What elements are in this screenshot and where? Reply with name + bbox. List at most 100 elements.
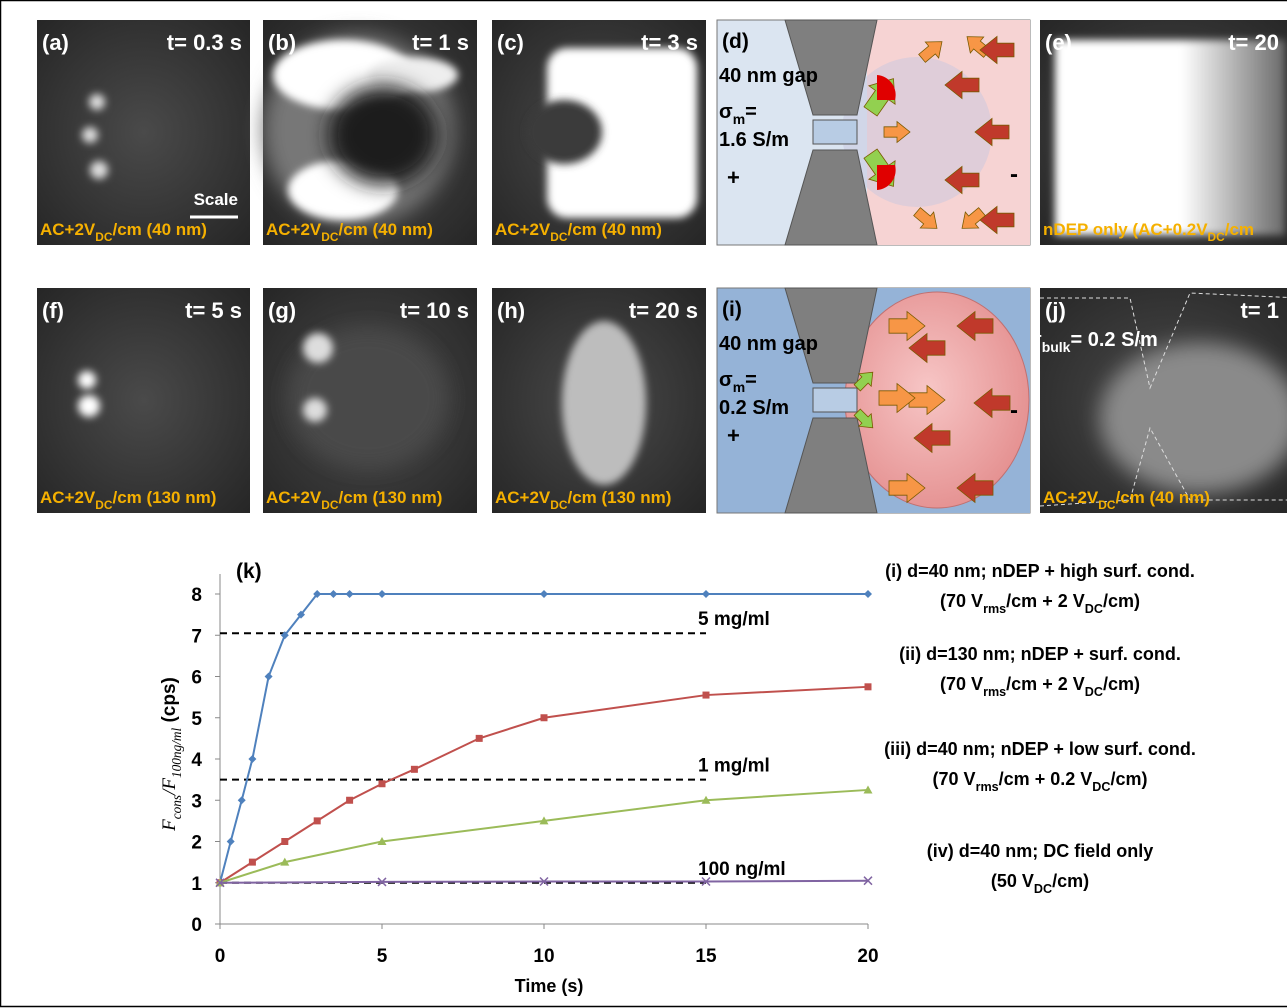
data-point [864,590,872,598]
force-arrow [853,371,874,392]
text-part: /F [159,778,180,796]
scale-label: Scale [194,190,238,209]
force-arrow [979,35,1015,65]
data-point [226,837,235,846]
time-label: t= 3 s [641,30,698,55]
data-point [313,590,322,598]
text-part: (50 V [991,871,1034,891]
condition-caption: nDEP only (AC+0.2VDC/cm [1043,220,1254,244]
data-point [281,838,289,845]
reference-label: 100 ng/ml [698,859,786,880]
micrograph: (g) t= 10 s AC+2VDC/cm (130 nm) [263,288,477,513]
micrograph: (e) t= 20 nDEP only (AC+0.2VDC/cm [1040,20,1287,245]
text-part: AC+2V [1043,488,1099,507]
text-part: (70 V [940,591,983,611]
x-tick-label: 20 [857,946,878,967]
data-point [264,672,273,681]
subscript: m [733,379,745,395]
time-label: t= 5 s [185,298,242,323]
text-part: /cm) [1103,591,1140,611]
panel-label: (a) [42,30,69,55]
text-part: nDEP only (AC+0.2V [1043,220,1208,239]
y-tick-label: 0 [191,915,202,936]
legend-entry: (i) d=40 nm; nDEP + high surf. cond. [885,561,1195,581]
force-arrow [944,70,980,100]
text-part: /cm + 0.2 V [999,769,1093,789]
glow [288,328,448,468]
data-point [475,734,483,742]
subscript: m [733,111,745,127]
data-point [215,878,225,888]
text-part: AC+2V [495,220,551,239]
legend-entry: (iv) d=40 nm; DC field only [927,841,1154,861]
data-point [345,590,354,598]
force-arrow [883,120,911,144]
conductivity-value: 0.2 S/m [719,397,789,419]
reference-label: 5 mg/ml [698,609,770,630]
data-point [410,765,418,773]
subscript: DC [550,498,568,512]
electrode [784,149,878,246]
subscript: DC [550,230,568,244]
electrode [784,19,878,116]
force-arrow [913,207,938,229]
micrograph: (j) t= 1 AC+2VDC/cm (40 nm) σbulk= 0.2 S/m [1028,288,1287,513]
x-tick-label: 0 [215,946,226,967]
text-part: /cm (40 nm) [567,220,661,239]
text-part: /cm (130 nm) [112,488,216,507]
text-part: AC+2V [40,220,96,239]
text-part: σ [719,101,733,123]
data-point [864,683,872,691]
particle [303,398,327,422]
subscript: DC [95,498,113,512]
glow [1100,343,1287,493]
series-line [219,593,868,884]
conductivity-value: 1.6 S/m [719,129,789,151]
x-axis-title: Time (s) [515,976,584,996]
text-part: (70 V [940,674,983,694]
force-arrow [961,207,986,229]
subscript: 100ng/ml [169,727,184,778]
subscript: cons [169,795,184,819]
time-label: t= 20 [1228,30,1279,55]
time-label: t= 1 [1240,298,1279,323]
x-tick-label: 10 [533,946,554,967]
force-arrow [913,422,951,454]
subscript: rms [976,780,999,794]
conductivity-label: σm= [719,369,757,395]
gap-label: 40 nm gap [719,65,818,87]
condition-caption: AC+2VDC/cm (130 nm) [495,488,671,512]
data-point [540,590,548,598]
data-point [378,780,386,788]
legend-conditions: (70 Vrms/cm + 2 VDC/cm) [940,674,1140,699]
force-arrow [974,117,1010,147]
text-part: F [159,819,180,832]
text-part: /cm (130 nm) [338,488,442,507]
glow [368,57,458,93]
panel-label: (d) [722,30,749,53]
subscript: rms [983,602,1006,616]
text-part: (70 V [933,769,976,789]
y-tick-label: 2 [191,833,202,854]
particle [78,371,96,389]
glow [328,85,438,185]
text-part: /cm (40 nm) [338,220,432,239]
text-part: = 0.2 S/m [1070,329,1157,351]
subscript: DC [1098,498,1116,512]
data-point [540,714,548,722]
conductivity-label: σm= [719,101,757,127]
polarity-minus: - [1010,161,1018,188]
glow [562,321,646,485]
subscript: DC [95,230,113,244]
condition-caption: AC+2VDC/cm (40 nm) [1043,488,1210,512]
force-arrow [956,310,994,342]
text-part: σ [719,369,733,391]
text-part: (cps) [159,677,180,728]
data-point [248,755,257,763]
panel-label: (j) [1045,298,1066,323]
text-part: /cm + 2 V [1006,674,1085,694]
data-point [377,837,387,845]
chart-label: (k) [236,560,262,583]
text-part: = [745,369,757,391]
